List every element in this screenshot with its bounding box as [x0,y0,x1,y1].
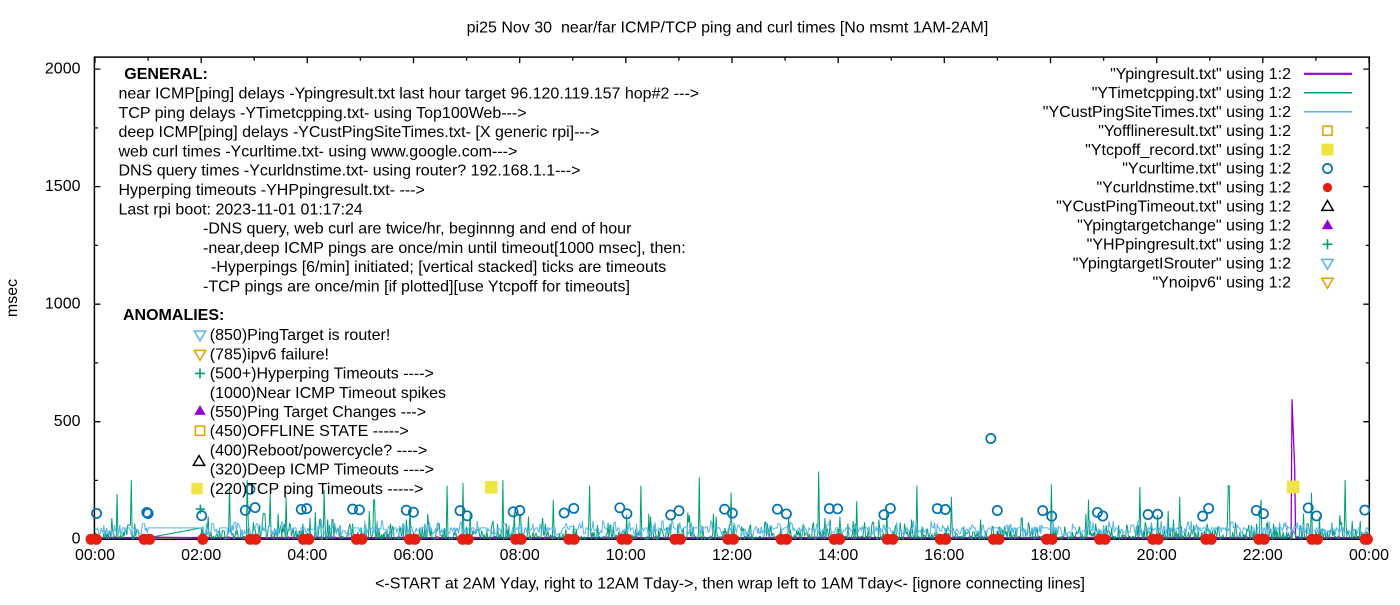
svg-text:DNS query times -Ycurldnstime.: DNS query times -Ycurldnstime.txt- using… [119,163,581,180]
svg-text:ANOMALIES:: ANOMALIES: [123,307,224,324]
svg-text:02:00: 02:00 [181,547,221,564]
svg-text:12:00: 12:00 [712,547,752,564]
svg-text:(785)ipv6 failure!: (785)ipv6 failure! [210,346,329,363]
svg-text:22:00: 22:00 [1243,547,1283,564]
svg-text:<-START at 2AM Yday, right to: <-START at 2AM Yday, right to 12AM Tday-… [375,576,1085,593]
svg-text:Last rpi boot: 2023-11-01 01:1: Last rpi boot: 2023-11-01 01:17:24 [119,201,363,218]
svg-text:00:00: 00:00 [1349,547,1389,564]
svg-text:msec: msec [4,279,21,317]
svg-text:"Yofflineresult.txt" using 1:2: "Yofflineresult.txt" using 1:2 [1098,123,1291,140]
svg-text:"YCustPingTimeout.txt" using 1: "YCustPingTimeout.txt" using 1:2 [1056,199,1291,216]
svg-text:-Hyperpings [6/min] initiated;: -Hyperpings [6/min] initiated; [vertical… [211,259,666,276]
svg-text:10:00: 10:00 [606,547,646,564]
svg-text:1000: 1000 [45,295,81,312]
svg-text:(550)Ping Target Changes --->: (550)Ping Target Changes ---> [210,404,426,421]
svg-text:-near,deep ICMP pings are once: -near,deep ICMP pings are once/min until… [203,240,686,257]
svg-text:"Ycurldnstime.txt" using 1:2: "Ycurldnstime.txt" using 1:2 [1096,180,1291,197]
svg-text:"YCustPingSiteTimes.txt" using: "YCustPingSiteTimes.txt" using 1:2 [1043,104,1291,121]
svg-text:"Ycurltime.txt" using 1:2: "Ycurltime.txt" using 1:2 [1122,161,1291,178]
svg-text:0: 0 [72,530,81,547]
svg-text:"Ytcpoff_record.txt" using 1:2: "Ytcpoff_record.txt" using 1:2 [1085,142,1291,159]
svg-text:2000: 2000 [45,60,81,77]
svg-text:"YpingtargetISrouter" using 1:: "YpingtargetISrouter" using 1:2 [1073,256,1291,273]
svg-text:"YTimetcpping.txt" using 1:2: "YTimetcpping.txt" using 1:2 [1092,85,1291,102]
svg-text:near ICMP[ping] delays -Ypingr: near ICMP[ping] delays -Ypingresult.txt … [119,86,700,103]
svg-text:1500: 1500 [45,178,81,195]
svg-text:-DNS query, web curl are twice: -DNS query, web curl are twice/hr, begin… [203,221,632,238]
svg-text:18:00: 18:00 [1030,547,1070,564]
svg-text:04:00: 04:00 [287,547,327,564]
svg-text:-TCP pings are once/min [if pl: -TCP pings are once/min [if plotted][use… [203,279,630,296]
svg-text:16:00: 16:00 [924,547,964,564]
svg-text:(850)PingTarget is router!: (850)PingTarget is router! [210,327,391,344]
svg-text:06:00: 06:00 [393,547,433,564]
svg-text:TCP ping delays -YTimetcpping.: TCP ping delays -YTimetcpping.txt- using… [119,105,527,122]
svg-text:deep ICMP[ping] delays -YCustP: deep ICMP[ping] delays -YCustPingSiteTim… [119,124,600,141]
svg-text:web curl times -Ycurltime.txt-: web curl times -Ycurltime.txt- using www… [118,143,518,160]
svg-text:(220)TCP ping Timeouts ----->: (220)TCP ping Timeouts -----> [210,481,424,498]
svg-text:20:00: 20:00 [1137,547,1177,564]
svg-text:(400)Reboot/powercycle? ---->: (400)Reboot/powercycle? ----> [210,442,427,459]
svg-text:GENERAL:: GENERAL: [124,66,208,83]
svg-text:500: 500 [54,413,81,430]
svg-text:(450)OFFLINE STATE ----->: (450)OFFLINE STATE -----> [210,423,409,440]
svg-text:"Ypingresult.txt" using 1:2: "Ypingresult.txt" using 1:2 [1110,66,1291,83]
svg-text:pi25 Nov 30 near/far ICMP/TCP: pi25 Nov 30 near/far ICMP/TCP ping and c… [467,19,989,36]
svg-text:(1000)Near ICMP Timeout spikes: (1000)Near ICMP Timeout spikes [210,385,446,402]
svg-text:00:00: 00:00 [75,547,115,564]
svg-text:08:00: 08:00 [500,547,540,564]
svg-text:(500+)Hyperping Timeouts ---->: (500+)Hyperping Timeouts ----> [210,366,434,383]
svg-text:"YHPpingresult.txt" using 1:2: "YHPpingresult.txt" using 1:2 [1087,237,1291,254]
svg-text:"Ynoipv6" using 1:2: "Ynoipv6" using 1:2 [1152,274,1291,291]
svg-text:(320)Deep ICMP Timeouts ---->: (320)Deep ICMP Timeouts ----> [210,462,434,479]
svg-text:Hyperping timeouts -YHPpingres: Hyperping timeouts -YHPpingresult.txt- -… [119,182,425,199]
svg-text:"Ypingtargetchange" using 1:2: "Ypingtargetchange" using 1:2 [1077,218,1291,235]
svg-text:14:00: 14:00 [818,547,858,564]
